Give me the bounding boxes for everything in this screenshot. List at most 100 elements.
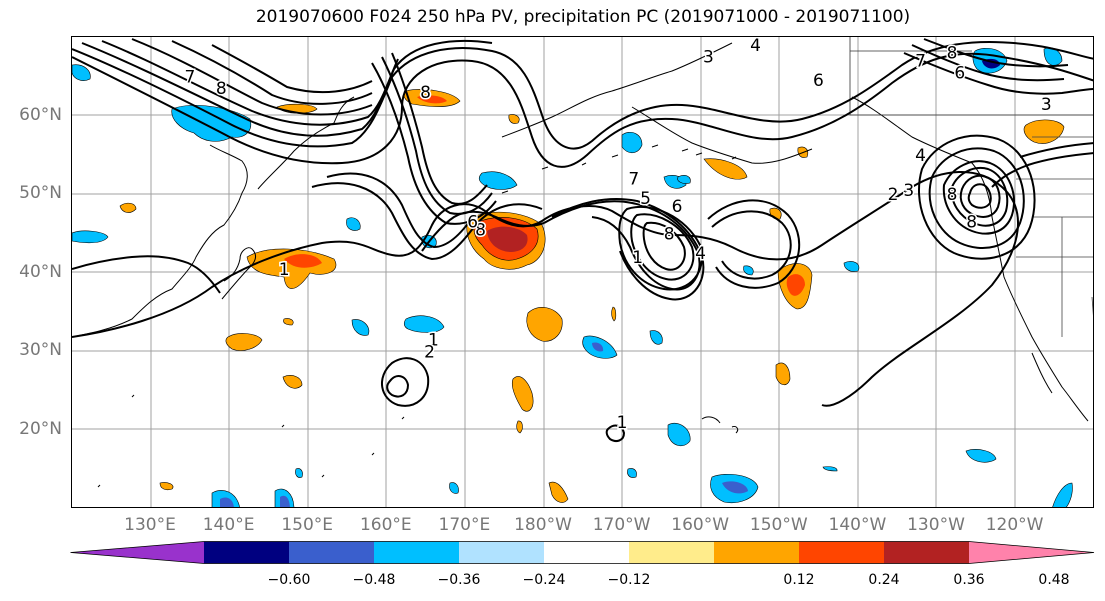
pv-contour bbox=[711, 210, 792, 280]
contour-label: 3 bbox=[1041, 95, 1052, 115]
graticule bbox=[72, 37, 1093, 507]
pv-contour bbox=[967, 183, 992, 209]
anomaly-patch bbox=[159, 482, 174, 491]
contour-label: 6 bbox=[672, 197, 683, 217]
lon-label: 160°E bbox=[359, 515, 412, 535]
map-title: 2019070600 F024 250 hPa PV, precipitatio… bbox=[255, 7, 911, 27]
coastline-kamchatka bbox=[257, 96, 355, 190]
colorbar-tick-label: 0.12 bbox=[783, 572, 815, 588]
colorbar-outline bbox=[70, 541, 1095, 564]
pv-contour bbox=[72, 170, 1019, 407]
colorbar-segment bbox=[204, 541, 289, 564]
anomaly-patch bbox=[72, 230, 109, 244]
anomaly-patch bbox=[119, 202, 137, 213]
lat-label: 30°N bbox=[19, 340, 62, 361]
contour-label: 1 bbox=[428, 330, 439, 350]
contour-label: 1 bbox=[617, 413, 628, 433]
colorbar-segment bbox=[799, 541, 884, 564]
anomaly-patch bbox=[220, 497, 234, 507]
lon-label: 140°W bbox=[828, 515, 887, 535]
coastline-north-america bbox=[851, 96, 1089, 422]
contour-label: 8 bbox=[216, 79, 227, 99]
lon-label: 160°W bbox=[671, 515, 730, 535]
contour-label: 6 bbox=[813, 71, 824, 91]
lon-label: 120°W bbox=[985, 515, 1044, 535]
anomaly-patch bbox=[649, 330, 663, 345]
contour-label: 7 bbox=[184, 67, 195, 87]
contour-label: 3 bbox=[903, 181, 914, 201]
coastline-alaska-peninsula bbox=[631, 106, 813, 164]
anomaly-patch bbox=[171, 105, 252, 142]
colorbar-segment bbox=[629, 541, 714, 564]
lat-label: 20°N bbox=[19, 418, 62, 439]
anomaly-patch bbox=[592, 342, 604, 352]
pv-contour bbox=[391, 52, 488, 205]
colorbar-tick-label: −0.48 bbox=[352, 572, 396, 588]
pv-contour bbox=[923, 38, 1069, 68]
coastlines bbox=[72, 37, 1093, 488]
pv-contour bbox=[326, 172, 475, 248]
anomaly-patch bbox=[667, 422, 691, 447]
contour-label: 8 bbox=[947, 185, 958, 205]
pv-contour bbox=[101, 40, 399, 126]
colorbar-segment bbox=[374, 541, 459, 564]
pv-contour bbox=[311, 182, 543, 260]
contour-label: 2 bbox=[424, 342, 435, 362]
pv-contour bbox=[211, 44, 373, 94]
contour-label: 6 bbox=[954, 63, 965, 83]
pv-contour bbox=[72, 40, 1093, 150]
pv-contour bbox=[630, 213, 695, 281]
lon-label: 140°E bbox=[202, 515, 255, 535]
aleutian-islands bbox=[501, 144, 737, 194]
coastline-japan bbox=[221, 247, 257, 300]
colorbar-tick-label: 0.24 bbox=[868, 572, 900, 588]
lat-label: 40°N bbox=[19, 261, 62, 282]
anomaly-patch bbox=[284, 254, 322, 268]
pv-contour bbox=[81, 39, 493, 137]
pv-contour bbox=[903, 52, 1093, 95]
colorbar-extend-max bbox=[969, 541, 1094, 564]
contour-label: 8 bbox=[664, 224, 675, 244]
colorbar-tick-label: −0.60 bbox=[267, 572, 311, 588]
contour-label: 8 bbox=[966, 213, 977, 233]
pv-contour bbox=[72, 255, 221, 294]
lon-label: 150°W bbox=[749, 515, 808, 535]
pv-contour bbox=[618, 205, 703, 291]
anomaly-patch bbox=[516, 420, 523, 434]
contour-label: 8 bbox=[475, 220, 486, 240]
anomaly-patch bbox=[282, 375, 303, 389]
pv-contour bbox=[918, 134, 1036, 260]
baja-coast bbox=[1031, 352, 1053, 394]
colorbar-segment bbox=[289, 541, 374, 564]
contour-label: 7 bbox=[628, 169, 639, 189]
anomaly-patch bbox=[225, 333, 263, 351]
contour-label: 5 bbox=[640, 189, 651, 209]
lat-label: 50°N bbox=[19, 183, 62, 204]
pv-contour bbox=[381, 357, 430, 407]
contour-label: 1 bbox=[279, 260, 290, 280]
anomaly-patch bbox=[1052, 482, 1073, 507]
canada-box bbox=[849, 37, 1093, 116]
anomaly-patch bbox=[487, 226, 528, 252]
pv-contour bbox=[421, 210, 545, 252]
anomaly-patch bbox=[703, 158, 748, 180]
lon-label: 170°E bbox=[438, 515, 491, 535]
colorbar-tick-label: 0.48 bbox=[1038, 572, 1070, 588]
anomaly-patch bbox=[417, 95, 447, 104]
anomaly-patch bbox=[677, 175, 691, 184]
anomaly-patch bbox=[1023, 119, 1065, 144]
anomaly-patch bbox=[246, 248, 337, 289]
pacific-islands bbox=[97, 394, 405, 488]
contour-label: 2 bbox=[888, 185, 899, 205]
anomaly-patch bbox=[351, 319, 370, 336]
pv-contour bbox=[642, 221, 686, 271]
pv-contour bbox=[386, 375, 409, 398]
anomaly-patch bbox=[478, 171, 518, 190]
coastline-alaska bbox=[501, 42, 733, 138]
anomaly-patch bbox=[283, 318, 294, 326]
colorbar-tick-label: 0.36 bbox=[953, 572, 985, 588]
anomaly-patch bbox=[965, 449, 997, 463]
colorbar-segment bbox=[459, 541, 544, 564]
pv-contour bbox=[171, 40, 373, 105]
